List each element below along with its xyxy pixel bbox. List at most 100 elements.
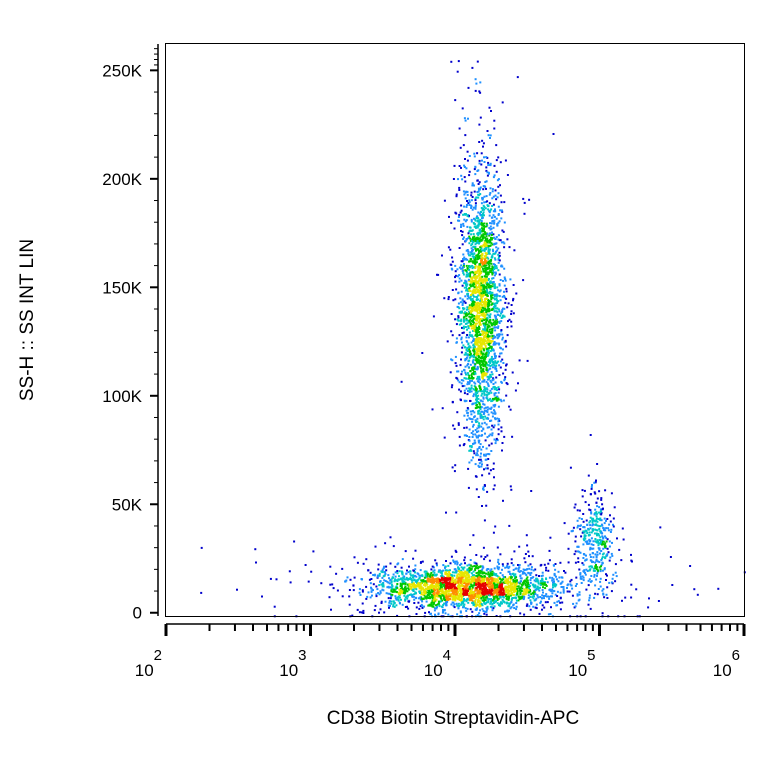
data-point: [474, 166, 477, 169]
data-point: [606, 597, 609, 599]
data-point: [431, 597, 434, 600]
data-point: [477, 571, 480, 574]
data-point: [451, 334, 454, 337]
data-point: [493, 303, 496, 306]
data-point: [386, 580, 389, 583]
data-point: [485, 285, 488, 288]
data-point: [473, 565, 476, 567]
data-point: [529, 581, 532, 584]
data-point: [555, 578, 558, 581]
data-point: [463, 414, 466, 417]
data-point: [559, 591, 562, 594]
data-point: [407, 607, 410, 610]
data-point: [483, 249, 486, 252]
data-point: [478, 458, 480, 461]
data-point: [541, 604, 544, 607]
data-point: [468, 592, 471, 594]
data-point: [473, 415, 476, 418]
data-point: [459, 581, 462, 584]
data-point: [562, 591, 565, 594]
data-point: [493, 310, 496, 313]
data-point: [474, 89, 477, 92]
data-point: [487, 324, 490, 327]
data-point: [460, 584, 463, 587]
data-point: [505, 382, 508, 384]
data-point: [470, 588, 473, 591]
data-point: [344, 580, 347, 583]
data-point: [438, 589, 441, 592]
data-point: [458, 388, 461, 391]
data-point: [485, 304, 488, 307]
data-point: [470, 316, 473, 319]
data-point: [465, 319, 468, 322]
data-point: [488, 302, 491, 305]
data-point: [409, 573, 412, 576]
data-point: [425, 580, 428, 583]
data-point: [488, 426, 491, 429]
data-point: [358, 588, 361, 591]
data-point: [388, 586, 390, 589]
data-point: [492, 488, 495, 491]
data-point: [404, 590, 407, 593]
data-point: [480, 255, 483, 258]
data-point: [475, 295, 478, 298]
data-point: [480, 210, 483, 213]
data-point: [430, 585, 433, 588]
data-point: [458, 266, 461, 269]
data-point: [482, 362, 485, 365]
data-point: [475, 353, 478, 356]
data-point: [433, 580, 436, 583]
data-point: [484, 238, 487, 241]
data-point: [478, 162, 481, 165]
data-point: [439, 588, 442, 591]
data-point: [499, 194, 502, 197]
data-point: [431, 578, 434, 581]
data-point: [367, 569, 370, 572]
data-point: [474, 347, 477, 350]
data-point: [418, 597, 420, 600]
data-point: [488, 598, 491, 601]
data-point: [487, 161, 490, 164]
data-point: [464, 570, 467, 573]
data-point: [491, 277, 494, 280]
data-point: [496, 574, 499, 577]
data-point: [403, 590, 405, 593]
data-point: [448, 582, 451, 585]
data-point: [392, 545, 395, 548]
data-point: [510, 313, 513, 315]
data-point: [492, 377, 495, 380]
data-point: [450, 60, 453, 63]
data-point: [499, 595, 501, 598]
data-point: [307, 580, 310, 583]
data-point: [486, 316, 489, 319]
data-point: [401, 581, 404, 584]
data-point: [475, 389, 478, 392]
data-point: [486, 174, 489, 177]
data-point: [488, 193, 491, 196]
data-point: [635, 588, 638, 591]
data-point: [377, 592, 380, 594]
data-point: [497, 386, 500, 389]
data-point: [492, 591, 495, 594]
data-point: [497, 581, 500, 584]
data-point: [479, 609, 481, 612]
data-point: [466, 328, 468, 331]
data-point: [464, 301, 467, 304]
data-point: [456, 411, 459, 414]
data-point: [497, 588, 500, 591]
data-point: [288, 570, 291, 573]
data-point: [487, 399, 489, 402]
data-point: [507, 577, 510, 580]
data-point: [273, 605, 276, 608]
data-point: [486, 375, 489, 378]
data-point: [495, 578, 498, 581]
data-point: [487, 245, 490, 248]
data-point: [485, 355, 487, 358]
data-point: [630, 596, 633, 599]
data-point: [408, 583, 411, 586]
data-point: [483, 409, 486, 412]
data-point: [511, 587, 514, 590]
data-point: [417, 578, 420, 581]
data-point: [457, 567, 460, 570]
data-point: [399, 591, 402, 594]
